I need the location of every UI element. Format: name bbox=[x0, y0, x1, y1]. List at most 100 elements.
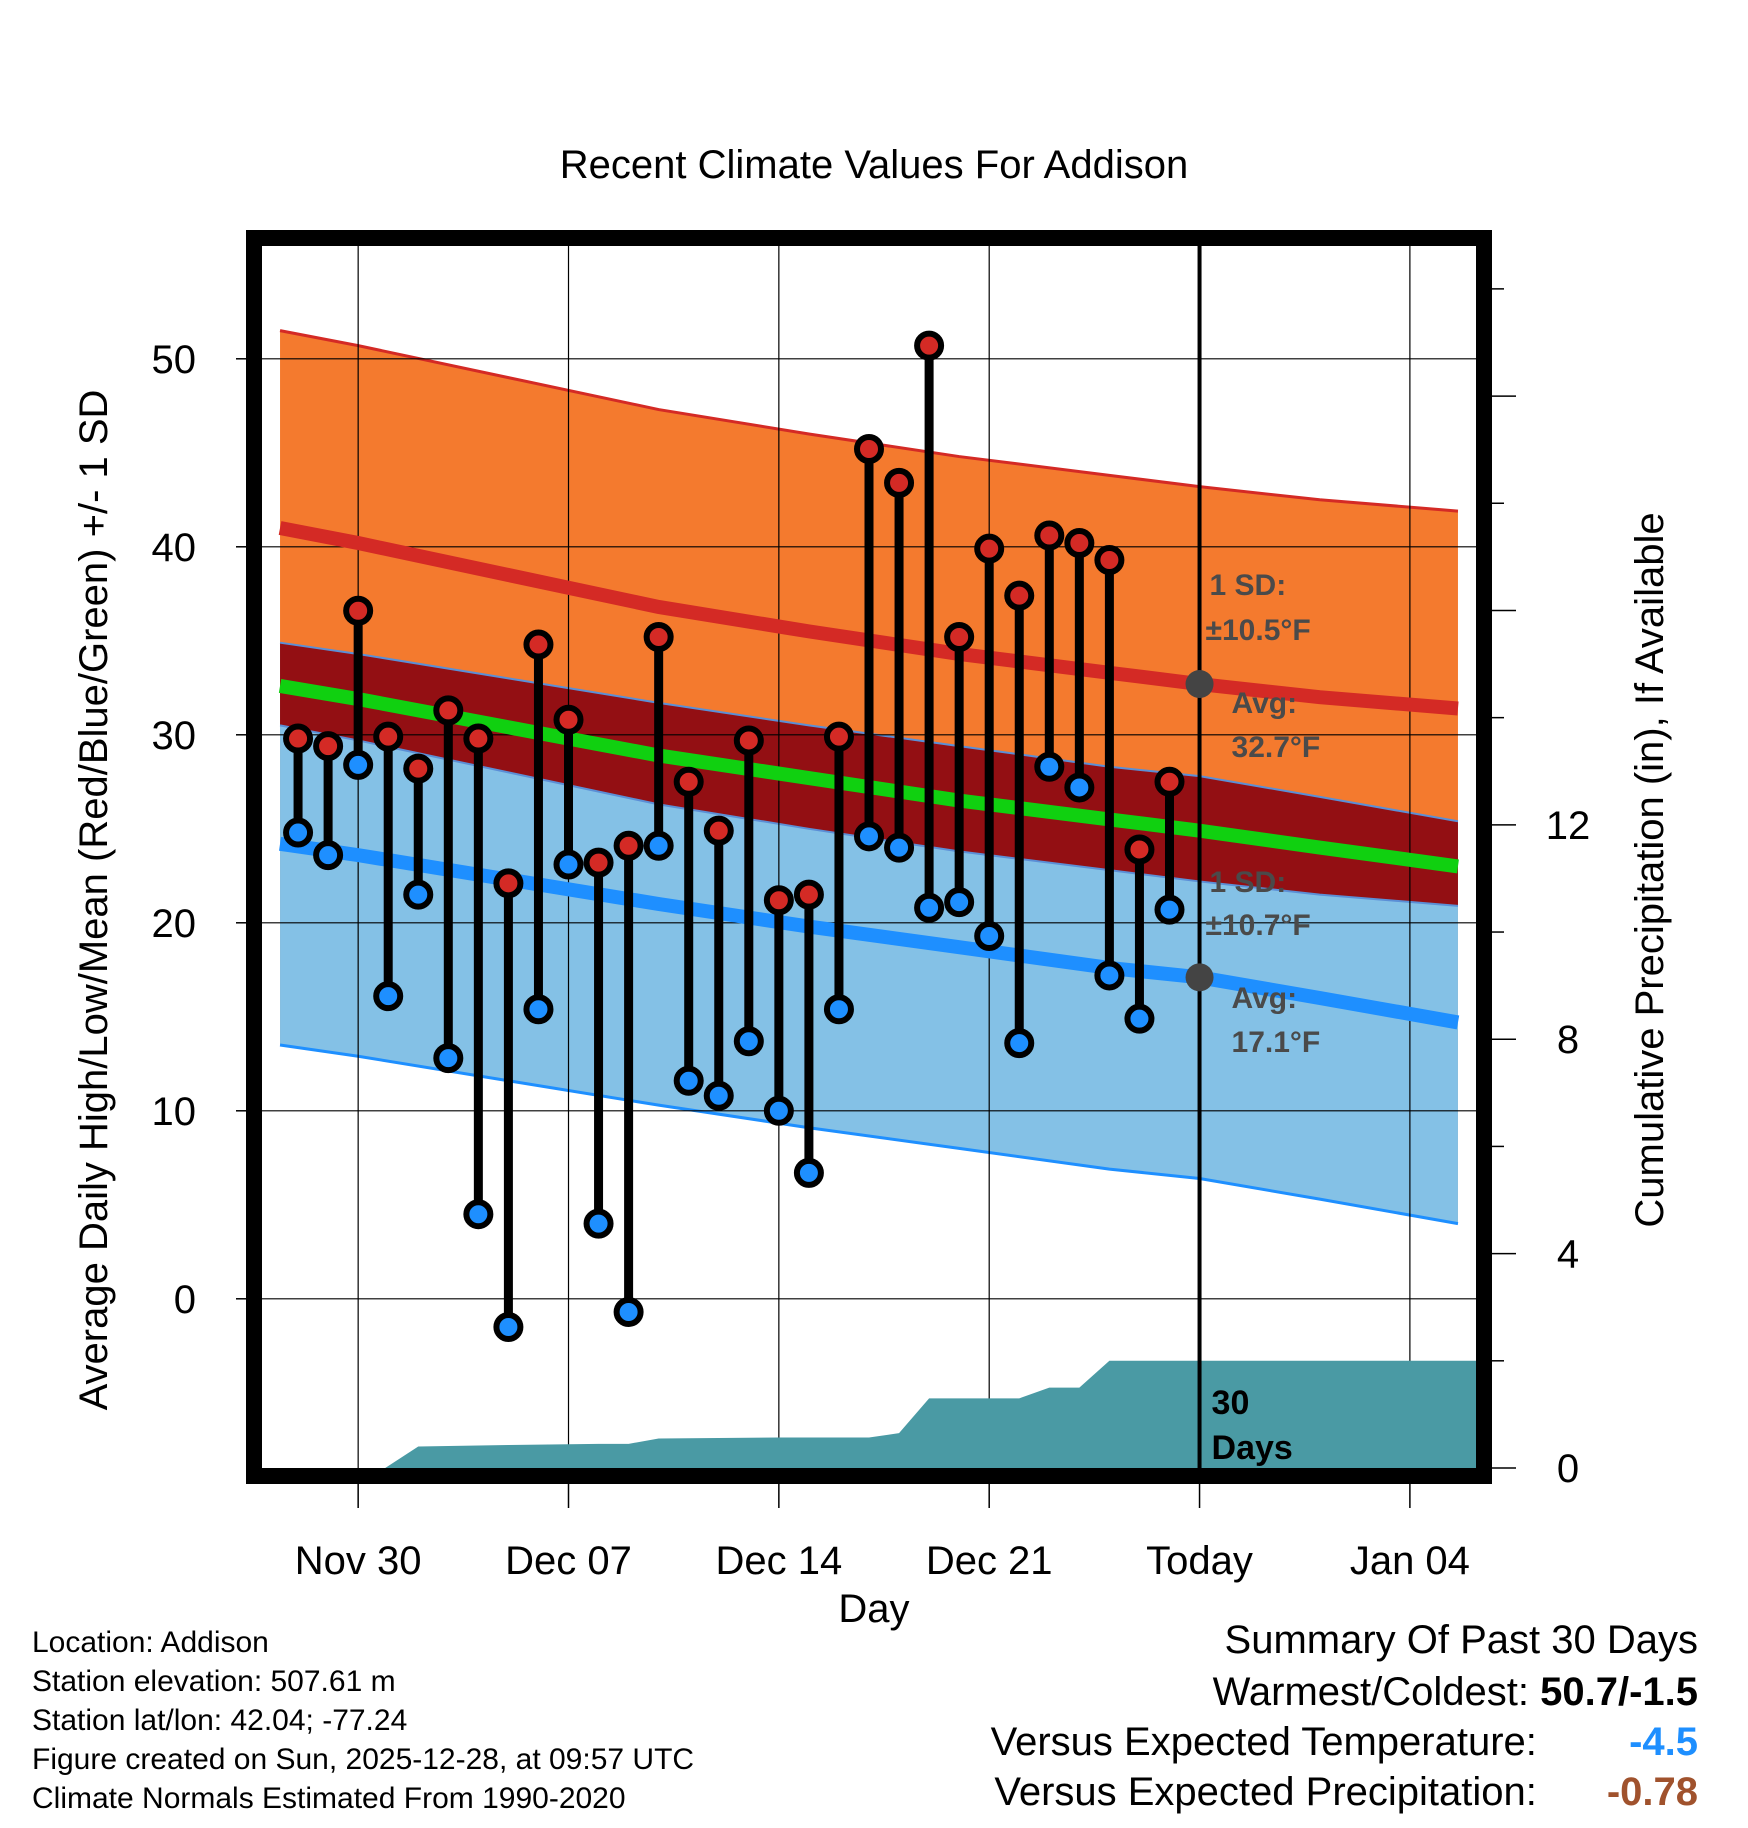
low-average-line bbox=[279, 836, 1460, 1030]
high-avg-value: 32.7°F bbox=[1232, 731, 1321, 764]
daily-high-marker bbox=[493, 868, 524, 899]
daily-low-marker bbox=[1094, 960, 1125, 991]
daily-high-marker bbox=[523, 629, 554, 660]
info-latlon: Station lat/lon: 42.04; -77.24 bbox=[32, 1704, 408, 1737]
daily-low-marker bbox=[613, 1296, 644, 1327]
y2-tick-label: 0 bbox=[1557, 1447, 1579, 1491]
daily-high-marker bbox=[403, 753, 434, 784]
y-tick-label: 20 bbox=[152, 902, 197, 946]
summary-temperature: Versus Expected Temperature: -4.5 bbox=[991, 1720, 1698, 1765]
daily-high-marker bbox=[914, 330, 945, 361]
daily-high-marker bbox=[1094, 544, 1125, 575]
daily-low-marker bbox=[1124, 1003, 1155, 1034]
daily-high-marker bbox=[313, 731, 344, 762]
daily-low-marker bbox=[974, 920, 1005, 951]
daily-high-marker bbox=[974, 533, 1005, 564]
x-axis-label: Day bbox=[838, 1587, 909, 1631]
daily-high-marker bbox=[643, 622, 674, 653]
daily-low-marker bbox=[854, 821, 884, 852]
daily-high-marker bbox=[703, 815, 734, 846]
daily-low-marker bbox=[403, 879, 434, 910]
daily-low-marker bbox=[944, 887, 975, 918]
chart-title: Recent Climate Values For Addison bbox=[560, 143, 1188, 187]
daily-low-marker bbox=[433, 1043, 464, 1074]
summary-warmest-coldest: Warmest/Coldest: 50.7/-1.5 bbox=[1213, 1670, 1698, 1715]
info-created: Figure created on Sun, 2025-12-28, at 09… bbox=[32, 1743, 695, 1776]
daily-high-marker bbox=[433, 695, 464, 726]
axes: 0 10 20 30 40 50 0 4 8 12 Nov 30 Dec 07 Dec 14 Dec 21… bbox=[152, 230, 1591, 1583]
y-tick-label: 50 bbox=[152, 338, 197, 382]
high-avg-label: Avg: bbox=[1232, 687, 1298, 720]
summary-title: Summary Of Past 30 Days bbox=[1224, 1618, 1698, 1662]
daily-high-marker bbox=[463, 723, 494, 754]
x-tick-label: Dec 07 bbox=[505, 1539, 632, 1583]
y-tick-label: 0 bbox=[174, 1278, 196, 1322]
low-sd-label: 1 SD: bbox=[1210, 866, 1287, 899]
x-tick-label: Nov 30 bbox=[295, 1539, 422, 1583]
daily-high-marker bbox=[553, 704, 584, 735]
daily-high-marker bbox=[854, 434, 884, 465]
daily-low-marker bbox=[1004, 1028, 1035, 1059]
info-elevation: Station elevation: 507.61 m bbox=[32, 1665, 396, 1698]
daily-high-marker bbox=[793, 879, 824, 910]
daily-low-marker bbox=[553, 849, 584, 880]
daily-high-marker bbox=[283, 723, 314, 754]
high-average-line bbox=[278, 521, 1459, 716]
y-tick-label: 30 bbox=[152, 714, 197, 758]
high-sd-label: 1 SD: bbox=[1210, 569, 1287, 602]
daily-high-marker bbox=[343, 595, 374, 626]
low-sd-value: ±10.7°F bbox=[1206, 909, 1311, 942]
daily-high-marker bbox=[944, 622, 975, 653]
daily-high-marker bbox=[373, 721, 404, 752]
daily-low-marker bbox=[914, 892, 945, 923]
y2-tick-label: 4 bbox=[1557, 1233, 1579, 1277]
daily-high-marker bbox=[1004, 580, 1035, 611]
daily-high-marker bbox=[1064, 528, 1095, 559]
y-axis-label: Average Daily High/Low/Mean (Red/Blue/Gr… bbox=[72, 390, 116, 1411]
precipitation-label: Versus Expected Precipitation: bbox=[994, 1770, 1537, 1814]
x-tick-label: Dec 14 bbox=[715, 1539, 842, 1583]
temperature-label: Versus Expected Temperature: bbox=[990, 1720, 1537, 1764]
daily-low-marker bbox=[643, 830, 674, 861]
daily-high-marker bbox=[613, 830, 644, 861]
daily-low-marker bbox=[793, 1157, 824, 1188]
daily-high-marker bbox=[733, 725, 764, 756]
daily-low-marker bbox=[884, 832, 915, 863]
y-tick-label: 10 bbox=[152, 1090, 197, 1134]
precipitation-value: -0.78 bbox=[1606, 1770, 1698, 1814]
daily-low-marker bbox=[703, 1080, 734, 1111]
precipitation-area bbox=[262, 1360, 1476, 1468]
daily-high-marker bbox=[673, 766, 704, 797]
low-upper-sd-line bbox=[279, 641, 1459, 823]
daily-low-marker bbox=[1034, 751, 1065, 782]
days-word-label: Days bbox=[1212, 1429, 1293, 1467]
y2-axis-label: Cumulative Precipitation (in), If Availa… bbox=[1628, 512, 1672, 1227]
daily-low-marker bbox=[1064, 772, 1095, 803]
low-lower-sd-line bbox=[279, 1043, 1459, 1226]
warmest-coldest-value: 50.7/-1.5 bbox=[1540, 1670, 1698, 1714]
temperature-value: -4.5 bbox=[1629, 1720, 1698, 1764]
low-avg-label: Avg: bbox=[1232, 982, 1298, 1015]
daily-low-marker bbox=[823, 994, 854, 1025]
x-tick-label: Today bbox=[1146, 1539, 1253, 1583]
y-tick-label: 40 bbox=[152, 526, 197, 570]
daily-high-marker bbox=[583, 847, 614, 878]
x-tick-label: Jan 04 bbox=[1350, 1539, 1470, 1583]
y2-tick-label: 12 bbox=[1546, 804, 1591, 848]
daily-high-marker bbox=[823, 721, 854, 752]
low-average-dot bbox=[1185, 963, 1214, 992]
days-count-label: 30 bbox=[1212, 1384, 1250, 1422]
x-tick-label: Dec 21 bbox=[926, 1539, 1053, 1583]
daily-high-marker bbox=[884, 467, 915, 498]
daily-high-marker bbox=[1034, 520, 1065, 551]
daily-high-marker bbox=[763, 885, 794, 916]
daily-low-marker bbox=[673, 1065, 704, 1096]
daily-low-marker bbox=[583, 1208, 614, 1239]
high-average-dot bbox=[1185, 670, 1214, 699]
daily-low-marker bbox=[463, 1199, 494, 1230]
low-avg-value: 17.1°F bbox=[1232, 1026, 1321, 1059]
summary-precipitation: Versus Expected Precipitation: -0.78 bbox=[994, 1770, 1698, 1815]
high-sd-value: ±10.5°F bbox=[1206, 614, 1311, 647]
daily-low-marker bbox=[1154, 894, 1185, 925]
